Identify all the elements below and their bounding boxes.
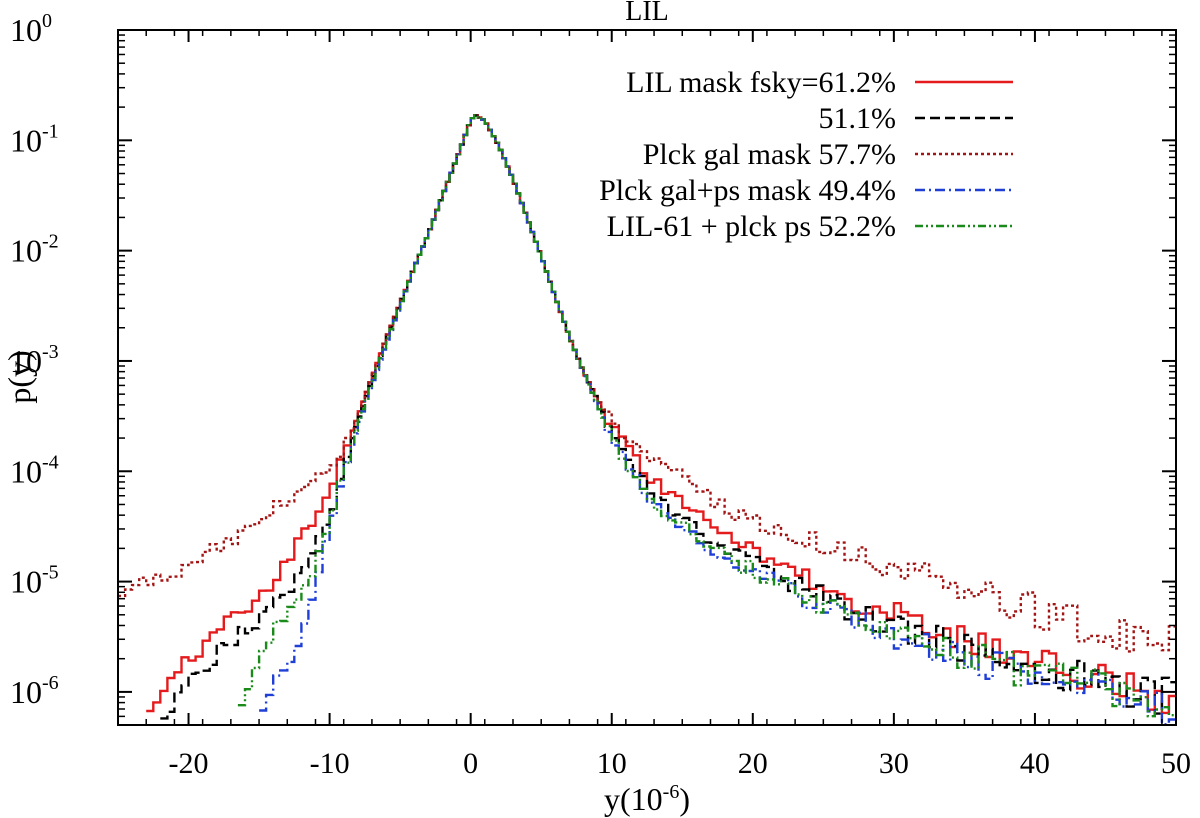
legend-label: Plck gal+ps mask 49.4%: [599, 174, 896, 207]
series-layer: [118, 114, 1176, 725]
y-tick-label: 10-6: [10, 672, 59, 710]
series-line: [237, 114, 1176, 718]
x-tick-label: -20: [169, 747, 209, 780]
legend: LIL mask fsky=61.2%51.1%Plck gal mask 57…: [599, 66, 1013, 243]
x-tick-label: 20: [738, 747, 768, 780]
y-tick-label: 10-4: [10, 451, 59, 489]
x-tick-label: 0: [463, 747, 478, 780]
y-tick-label: 100: [10, 10, 52, 48]
y-tick-label: 10-5: [10, 562, 59, 600]
legend-label: LIL mask fsky=61.2%: [626, 66, 896, 99]
y-tick-label: 10-2: [10, 231, 59, 269]
legend-label: Plck gal mask 57.7%: [643, 138, 896, 171]
x-axis-label: y(10-6): [604, 781, 690, 817]
x-tick-label: 10: [597, 747, 627, 780]
chart-title: LIL: [625, 0, 669, 27]
y-tick-label: 10-3: [10, 341, 59, 379]
legend-label: LIL-61 + plck ps 52.2%: [607, 210, 896, 243]
x-tick-label: 40: [1020, 747, 1050, 780]
x-tick-label: 50: [1161, 747, 1191, 780]
ticks-layer: -20 -10 0 10 20 30 40 50 10-6 10-5 10-4 10-3 10-2 10-…: [10, 10, 1191, 780]
x-tick-label: 30: [879, 747, 909, 780]
series-line: [118, 114, 1176, 653]
legend-label: 51.1%: [819, 102, 897, 135]
x-tick-label: -10: [310, 747, 350, 780]
y-axis-label: p(y): [1, 350, 37, 403]
y-tick-label: 10-1: [10, 120, 59, 158]
